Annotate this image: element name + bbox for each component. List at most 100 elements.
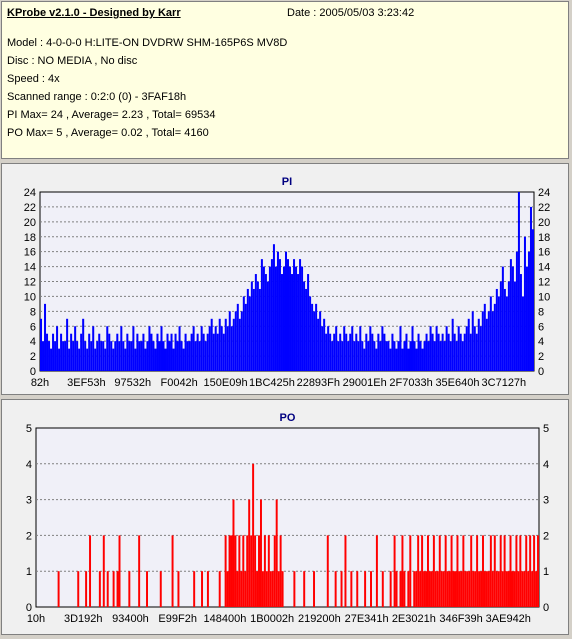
po-bar bbox=[485, 571, 488, 607]
po-bar bbox=[263, 535, 266, 607]
pi-bar bbox=[367, 341, 370, 371]
pi-bar bbox=[379, 341, 382, 371]
po-bar bbox=[444, 535, 447, 607]
pi-bar bbox=[445, 326, 448, 371]
pi-bar bbox=[453, 333, 456, 371]
po-xtick: 219200h bbox=[298, 613, 341, 625]
pi-bar bbox=[399, 326, 402, 371]
pi-bar bbox=[56, 326, 59, 371]
pi-bar bbox=[407, 348, 410, 371]
po-bar bbox=[238, 535, 241, 607]
pi-bar bbox=[359, 326, 362, 371]
pi-bar bbox=[401, 348, 404, 371]
pi-bar bbox=[479, 326, 482, 371]
po-xtick: 1B0002h bbox=[250, 613, 294, 625]
pi-bar bbox=[210, 318, 213, 371]
pi-bar bbox=[164, 348, 167, 371]
po-bar bbox=[497, 571, 500, 607]
po-bar bbox=[252, 463, 255, 607]
pi-bar bbox=[50, 348, 53, 371]
pi-bar bbox=[148, 326, 151, 371]
pi-bar bbox=[112, 348, 115, 371]
po-bar bbox=[537, 535, 539, 607]
pi-xtick: 97532h bbox=[114, 377, 151, 389]
pi-bar bbox=[162, 341, 165, 371]
pi-bar bbox=[84, 341, 87, 371]
pi-bar bbox=[299, 259, 302, 371]
pi-bar bbox=[214, 326, 217, 371]
po-bar bbox=[128, 571, 131, 607]
pi-bar bbox=[371, 333, 374, 371]
pi-bar bbox=[469, 333, 472, 371]
pi-bar bbox=[507, 281, 510, 371]
po-bar bbox=[521, 571, 524, 607]
pi-bar bbox=[266, 281, 269, 371]
po-bar bbox=[279, 535, 282, 607]
pi-ytick-left: 18 bbox=[24, 232, 36, 244]
pi-bar bbox=[385, 341, 388, 371]
po-chart-title: PO bbox=[280, 412, 296, 424]
pi-bar bbox=[262, 266, 265, 371]
pi-bar bbox=[96, 341, 99, 371]
pi-bar bbox=[154, 348, 157, 371]
pi-bar bbox=[477, 318, 480, 371]
pi-bar bbox=[409, 341, 412, 371]
pi-bar bbox=[513, 281, 516, 371]
pi-bar bbox=[321, 326, 324, 371]
pi-ytick-right: 22 bbox=[538, 202, 550, 214]
po-bar bbox=[511, 571, 514, 607]
po-bar bbox=[423, 571, 426, 607]
pi-bar bbox=[463, 333, 466, 371]
pi-bar bbox=[76, 341, 79, 371]
po-bar bbox=[254, 535, 257, 607]
po-bar bbox=[246, 535, 249, 607]
pi-bar bbox=[144, 348, 147, 371]
pi-bar bbox=[455, 341, 458, 371]
pi-bar bbox=[80, 333, 83, 371]
pi-bar bbox=[118, 341, 121, 371]
po-bar bbox=[460, 571, 463, 607]
pi-bar bbox=[200, 326, 203, 371]
pi-bar bbox=[413, 341, 416, 371]
pi-bar bbox=[256, 281, 259, 371]
po-bar bbox=[395, 571, 398, 607]
pi-bar bbox=[491, 311, 494, 371]
po-bar bbox=[472, 571, 475, 607]
pi-bar bbox=[493, 303, 496, 371]
pi-bar bbox=[106, 326, 109, 371]
pi-bar bbox=[224, 318, 227, 371]
pi-bar bbox=[86, 348, 89, 371]
pi-bar bbox=[166, 333, 169, 371]
pi-bar bbox=[208, 326, 211, 371]
pi-bar bbox=[339, 333, 342, 371]
pi-bar bbox=[40, 318, 43, 371]
pi-bar bbox=[150, 333, 153, 371]
po-bar bbox=[240, 571, 243, 607]
pi-bar bbox=[485, 318, 488, 371]
pi-bar bbox=[218, 318, 221, 371]
po-bar bbox=[415, 571, 418, 607]
po-bar bbox=[118, 535, 121, 607]
po-summary-line: PO Max= 5 , Average= 0.02 , Total= 4160 bbox=[7, 127, 209, 139]
po-bar bbox=[413, 571, 416, 607]
pi-bar bbox=[365, 333, 368, 371]
pi-bar bbox=[156, 333, 159, 371]
pi-bar bbox=[503, 288, 506, 371]
po-bar bbox=[456, 535, 459, 607]
pi-bar bbox=[325, 333, 328, 371]
po-bar bbox=[334, 571, 337, 607]
pi-ytick-left: 2 bbox=[30, 351, 36, 363]
pi-bar bbox=[260, 259, 263, 371]
po-bar bbox=[146, 571, 148, 607]
pi-bar bbox=[120, 326, 123, 371]
po-ytick-right: 2 bbox=[543, 530, 549, 542]
pi-bar bbox=[226, 326, 229, 371]
po-bar bbox=[476, 535, 479, 607]
pi-bar bbox=[509, 259, 512, 371]
po-bar bbox=[303, 571, 306, 607]
po-bar bbox=[417, 535, 420, 607]
pi-bar bbox=[471, 311, 474, 371]
po-bar bbox=[77, 571, 80, 607]
pi-bar bbox=[168, 341, 171, 371]
pi-bar bbox=[451, 318, 454, 371]
